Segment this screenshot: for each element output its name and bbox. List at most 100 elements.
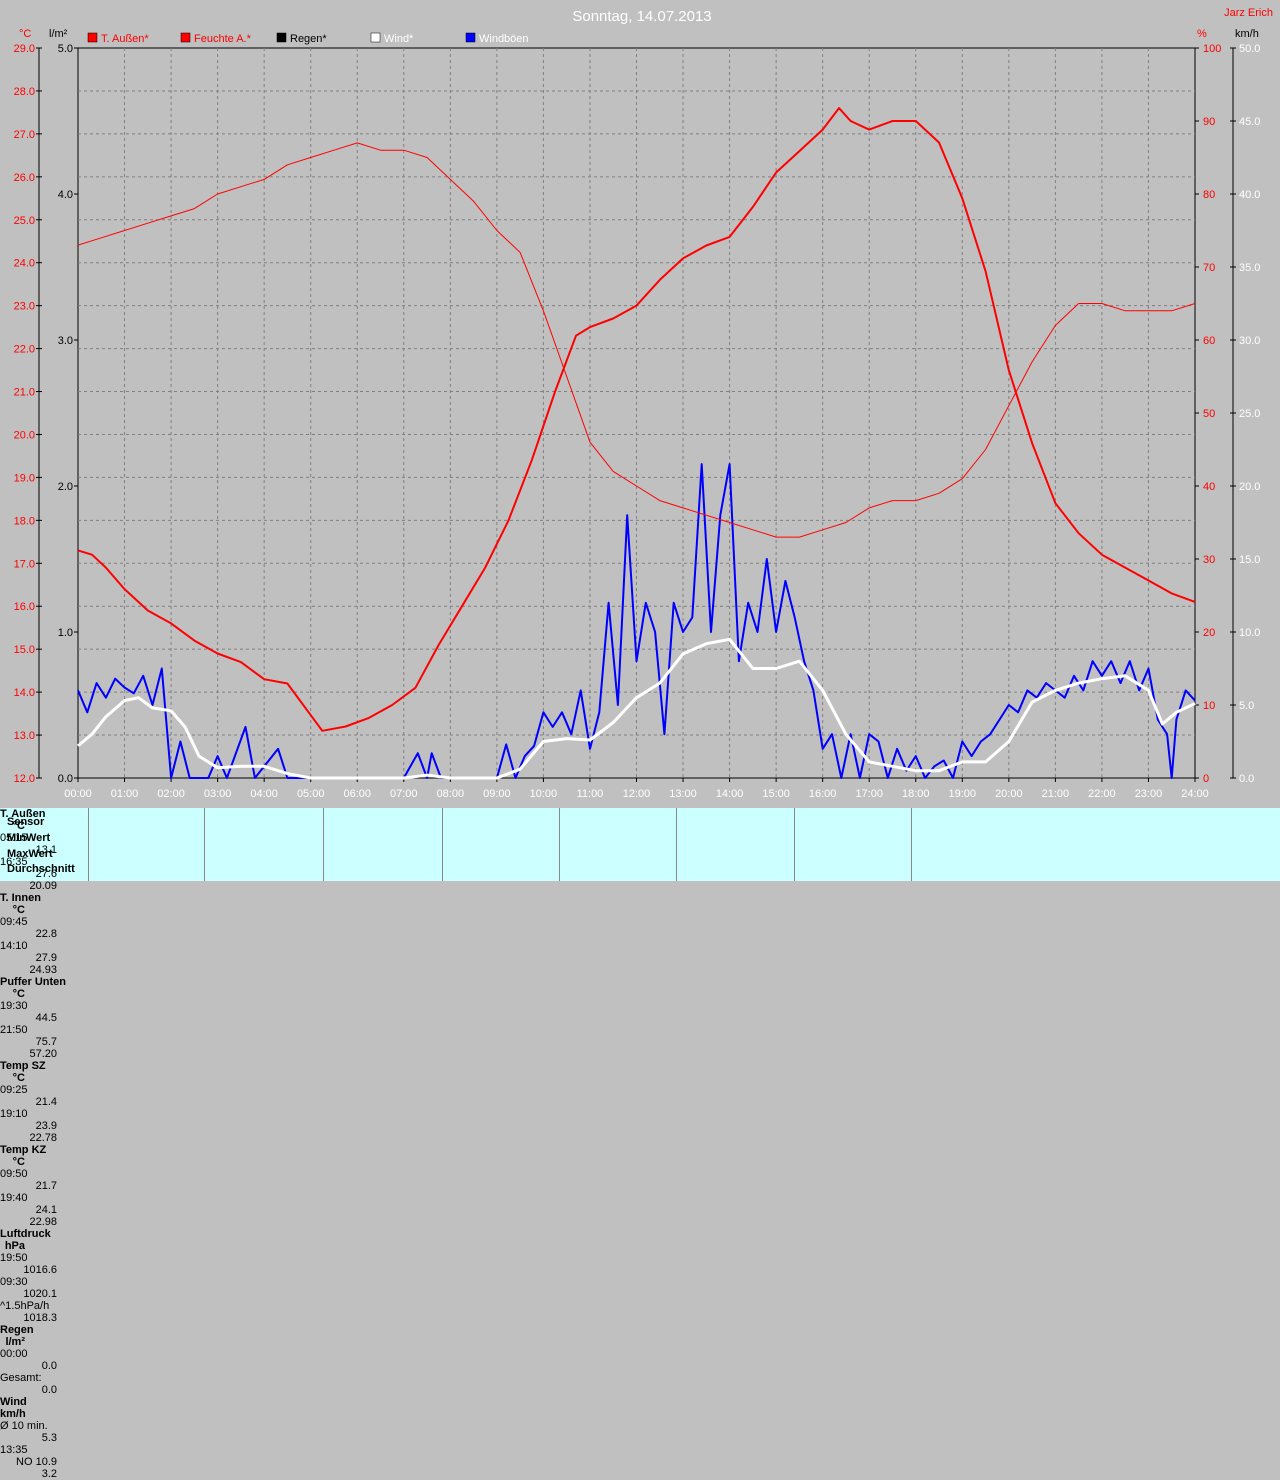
table-max-time: 19:40 xyxy=(0,1192,28,1204)
tick-label-temp: 14.0 xyxy=(14,687,35,699)
legend-label: Wind* xyxy=(384,33,414,45)
tick-label-x: 00:00 xyxy=(64,788,92,800)
table-avg-value: 24.93 xyxy=(29,964,57,976)
series-line xyxy=(77,142,1196,538)
tick-label-humidity: 50 xyxy=(1203,408,1215,420)
table-min-time: 19:30 xyxy=(0,1000,28,1012)
table-header-unit: l/m² xyxy=(5,1336,25,1348)
tick-label-x: 23:00 xyxy=(1135,788,1163,800)
table-max-value: 23.9 xyxy=(35,1120,57,1132)
tick-label-temp: 16.0 xyxy=(14,601,35,613)
unit-rain: l/m² xyxy=(49,28,68,40)
table-max-value: NO 10.9 xyxy=(16,1456,57,1468)
tick-label-temp: 27.0 xyxy=(14,129,35,141)
table-row-label: MaxWert xyxy=(7,848,53,860)
table-avg-value: 22.98 xyxy=(29,1216,57,1228)
table-min-value: 1016.6 xyxy=(23,1264,57,1276)
tick-label-wind: 15.0 xyxy=(1239,554,1260,566)
tick-label-x: 22:00 xyxy=(1088,788,1116,800)
table-min-time: Ø 10 min. xyxy=(0,1420,48,1432)
table-divider xyxy=(204,808,205,881)
legend-swatch xyxy=(276,32,287,43)
tick-label-rain: 4.0 xyxy=(58,189,73,201)
table-min-time: 05:15 xyxy=(0,832,28,844)
tick-label-wind: 35.0 xyxy=(1239,262,1260,274)
unit-humidity: % xyxy=(1197,28,1207,40)
table-header-unit: °C xyxy=(12,1156,25,1168)
tick-label-wind: 45.0 xyxy=(1239,116,1260,128)
table-avg-label: ^1.5hPa/h xyxy=(0,1300,50,1312)
table-max-time: 13:35 xyxy=(0,1444,28,1456)
table-header-name: Temp SZ xyxy=(0,1060,46,1072)
table-divider xyxy=(442,808,443,881)
table-avg-value: 3.2 xyxy=(41,1468,57,1480)
tick-label-rain: 2.0 xyxy=(58,481,73,493)
tick-label-temp: 24.0 xyxy=(14,258,35,270)
table-divider xyxy=(88,808,89,881)
tick-label-wind: 5.0 xyxy=(1239,700,1254,712)
tick-label-x: 06:00 xyxy=(343,788,371,800)
table-divider xyxy=(794,808,795,881)
tick-label-x: 14:00 xyxy=(716,788,744,800)
tick-label-x: 19:00 xyxy=(949,788,977,800)
legend-swatch xyxy=(465,32,476,43)
tick-label-rain: 1.0 xyxy=(58,627,73,639)
table-max-value: 0.0 xyxy=(41,1360,57,1372)
chart-legend: T. Außen* Feuchte A.* Regen* Wind* Windböen xyxy=(87,32,529,45)
table-header-unit: °C xyxy=(12,988,25,1000)
table-min-value: 5.3 xyxy=(41,1432,57,1444)
table-header-name: Wind xyxy=(0,1396,27,1408)
tick-label-x: 21:00 xyxy=(1042,788,1070,800)
statistics-table: Sensor MinWert MaxWert Durchschnitt T. Außen… xyxy=(0,808,1280,1480)
table-avg-value: 22.78 xyxy=(29,1132,57,1144)
tick-label-humidity: 70 xyxy=(1203,262,1215,274)
legend-label: Windböen xyxy=(479,33,529,45)
table-header-name: T. Innen xyxy=(0,892,41,904)
table-header-name: Luftdruck xyxy=(0,1228,51,1240)
tick-label-x: 17:00 xyxy=(855,788,883,800)
tick-label-humidity: 40 xyxy=(1203,481,1215,493)
table-min-value: 22.8 xyxy=(35,928,57,940)
tick-label-wind: 25.0 xyxy=(1239,408,1260,420)
table-header-unit: °C xyxy=(12,820,25,832)
table-header-unit: °C xyxy=(12,1072,25,1084)
tick-label-temp: 28.0 xyxy=(14,86,35,98)
tick-label-temp: 18.0 xyxy=(14,515,35,527)
tick-label-rain: 0.0 xyxy=(58,773,73,785)
table-max-value: 24.1 xyxy=(35,1204,57,1216)
tick-label-humidity: 100 xyxy=(1203,43,1221,55)
table-divider xyxy=(676,808,677,881)
tick-label-x: 16:00 xyxy=(809,788,837,800)
chart-grid xyxy=(77,47,1196,779)
table-max-value: 27.9 xyxy=(35,952,57,964)
tick-label-x: 04:00 xyxy=(250,788,278,800)
tick-label-humidity: 60 xyxy=(1203,335,1215,347)
table-min-value: 21.7 xyxy=(35,1180,57,1192)
table-max-value: 75.7 xyxy=(35,1036,57,1048)
tick-label-temp: 23.0 xyxy=(14,301,35,313)
tick-label-x: 24:00 xyxy=(1181,788,1209,800)
tick-label-x: 08:00 xyxy=(437,788,465,800)
tick-label-humidity: 80 xyxy=(1203,189,1215,201)
series-line xyxy=(77,637,1196,780)
tick-label-humidity: 20 xyxy=(1203,627,1215,639)
unit-wind: km/h xyxy=(1235,28,1259,40)
tick-label-wind: 10.0 xyxy=(1239,627,1260,639)
unit-temp: °C xyxy=(19,28,31,40)
tick-label-x: 05:00 xyxy=(297,788,325,800)
table-divider xyxy=(911,808,912,881)
table-avg-label: Gesamt: xyxy=(0,1372,42,1384)
table-row-label: Sensor xyxy=(7,816,45,828)
table-max-time: 16:35 xyxy=(0,856,28,868)
series-line xyxy=(77,463,1196,779)
tick-label-x: 15:00 xyxy=(762,788,790,800)
tick-label-x: 10:00 xyxy=(530,788,558,800)
chart-title: Sonntag, 14.07.2013 xyxy=(572,8,711,25)
tick-label-humidity: 10 xyxy=(1203,700,1215,712)
tick-label-x: 20:00 xyxy=(995,788,1023,800)
tick-label-wind: 30.0 xyxy=(1239,335,1260,347)
table-header-unit: hPa xyxy=(4,1240,25,1252)
tick-label-temp: 26.0 xyxy=(14,172,35,184)
tick-label-x: 13:00 xyxy=(669,788,697,800)
tick-label-x: 01:00 xyxy=(111,788,139,800)
